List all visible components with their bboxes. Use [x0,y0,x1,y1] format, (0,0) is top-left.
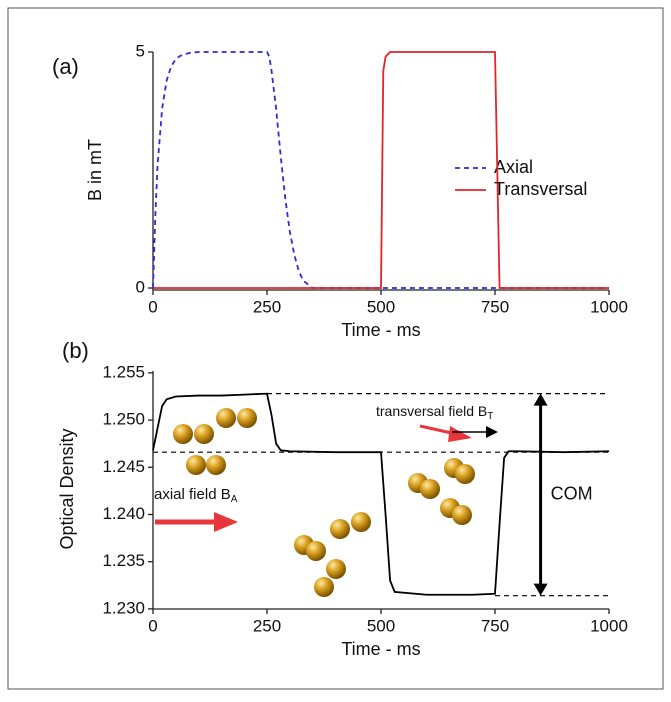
x-tick-label: 750 [481,616,509,635]
annotation: transversal field BT [376,403,493,422]
y-tick-label: 1.240 [102,504,145,523]
panel-label: (a) [52,54,79,79]
arrow-head [533,583,548,596]
y-tick-label: 1.245 [102,457,145,476]
x-tick-label: 250 [253,297,281,316]
y-tick-label: 0 [136,277,145,296]
y-tick-label: 1.230 [102,598,145,617]
x-axis-title: Time - ms [341,639,420,659]
arrow-label: COM [551,483,593,503]
series-line [152,51,609,289]
annotation-subscript: A [231,494,238,505]
y-tick-label: 1.235 [102,551,145,570]
y-axis-title: B in mT [85,139,105,201]
annotation-text: axial field B [154,486,231,503]
y-tick-label: 1.255 [102,362,145,381]
y-axis-title: Optical Density [57,428,77,549]
annotation-text: transversal field B [376,403,487,419]
x-tick-label: 750 [481,297,509,316]
legend-label: Transversal [494,179,587,199]
series-line [153,51,609,289]
series-line [152,392,610,596]
panel-label: (b) [62,338,89,363]
annotation: axial field BA [154,486,238,505]
x-tick-label: 0 [148,297,157,316]
y-tick-label: 5 [136,41,145,60]
x-tick-label: 250 [253,616,281,635]
x-tick-label: 1000 [590,616,628,635]
field-arrows [155,424,498,532]
legend-label: Axial [494,157,533,177]
annotation-subscript: T [487,411,493,422]
x-tick-label: 1000 [590,297,628,316]
y-tick-label: 1.250 [102,410,145,429]
frame [7,7,664,690]
x-tick-label: 0 [148,616,157,635]
particles [173,408,475,597]
x-tick-label: 500 [367,297,395,316]
arrow-head [533,393,548,406]
x-tick-label: 500 [367,616,395,635]
x-axis-title: Time - ms [341,320,420,340]
